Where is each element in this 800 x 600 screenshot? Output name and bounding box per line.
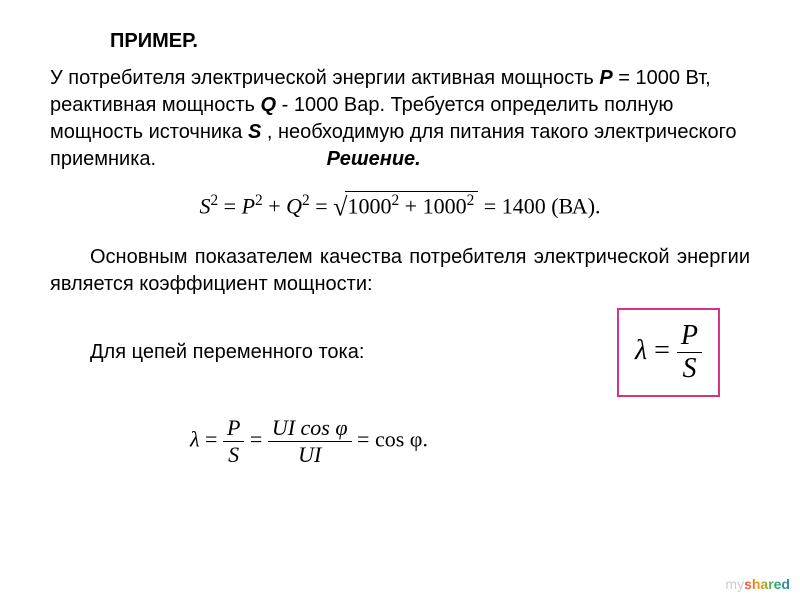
f1-sup: 2 [210,192,218,209]
f2-f2n: UI cos φ [268,415,352,442]
f1-result: = 1400 (ВА). [484,193,601,218]
formula-lambda-expanded: λ = P S = UI cos φ UI = cos φ. [190,415,750,468]
solution-label: Решение. [327,146,421,173]
ac-label: Для цепей переменного тока: [90,341,364,364]
f1-psup: 2 [255,192,263,209]
watermark: myshared [725,576,790,592]
lb-num: P [677,320,702,353]
wm-shared: shared [744,576,790,592]
f1-p: P [242,193,255,218]
f2-tail: = cos φ. [357,427,428,452]
f2-frac1: P S [223,415,244,468]
f1-plus: + [268,193,280,218]
f2-f2d: UI [268,442,352,468]
f1-qsup: 2 [302,192,310,209]
f2-f1n: P [223,415,244,442]
f1-q: Q [286,193,302,218]
lb-eq: = [654,335,670,366]
f1-eq2: = [315,193,327,218]
f2-f1d: S [223,442,244,468]
f1-lhs: S [199,193,210,218]
example-title: ПРИМЕР. [110,30,750,53]
f2-lambda: λ [190,427,200,452]
problem-statement: У потребителя электрической энергии акти… [50,65,750,173]
lb-den: S [677,353,702,385]
lb-lambda: λ [635,335,647,366]
f1-radicand: 10002 + 10002 [345,191,478,219]
lambda-formula-box: λ = P S [617,308,720,397]
formula-s-squared: S2 = P2 + Q2 = √10002 + 10002 = 1400 (ВА… [50,191,750,222]
wm-my: my [725,576,744,592]
f2-frac2: UI cos φ UI [268,415,352,468]
quality-paragraph: Основным показателем качества потребител… [50,244,750,298]
f1-eq1: = [224,193,236,218]
lb-frac: P S [677,320,702,385]
